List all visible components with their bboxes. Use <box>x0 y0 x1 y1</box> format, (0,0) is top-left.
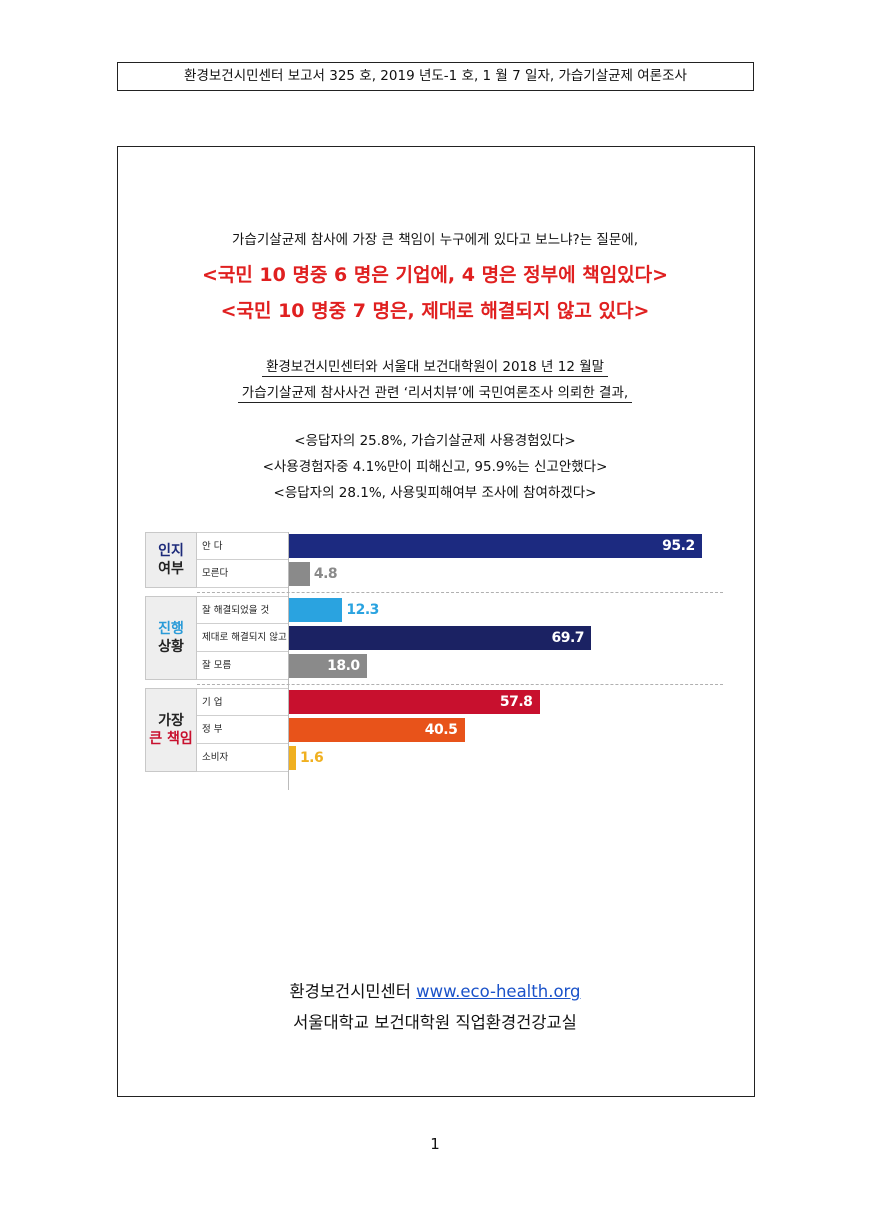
chart-axis-line <box>288 532 289 790</box>
chart-data-label: 57.8 <box>499 694 533 710</box>
chart-bar <box>289 746 296 770</box>
content-frame <box>117 146 755 1097</box>
chart-category-label: 잘 해결되었을 것 <box>197 596 288 624</box>
chart-group-title-line: 여부 <box>158 561 184 577</box>
headline-responsibility: <국민 10 명중 6 명은 기업에, 4 명은 정부에 책임있다> <box>201 264 669 286</box>
chart-group-separator <box>197 684 723 685</box>
survey-description-line-2: 가습기살균제 참사사건 관련 ‘리서치뷰’에 국민여론조사 의뢰한 결과, <box>0 381 870 403</box>
chart-group-title-line: 큰 책임 <box>149 731 193 747</box>
chart-data-label: 40.5 <box>424 722 458 738</box>
chart-category-label: 정 부 <box>197 716 288 744</box>
chart-group-title-line: 가장 <box>158 713 184 729</box>
chart-data-label: 4.8 <box>313 566 338 582</box>
intro-question: 가습기살균제 참사에 가장 큰 책임이 누구에게 있다고 보느냐?는 질문에, <box>232 232 638 248</box>
chart-bar <box>289 598 343 622</box>
chart-data-label: 95.2 <box>662 538 695 554</box>
chart-bar <box>289 562 310 586</box>
chart-bar <box>289 654 368 678</box>
footer-org: 환경보건시민센터 www.eco-health.org <box>0 978 870 1002</box>
finding-participation: <응답자의 28.1%, 사용및피해여부 조사에 참여하겠다> <box>273 485 597 501</box>
chart-data-label: 12.3 <box>346 602 379 618</box>
chart-group-title-line: 인지 <box>158 543 184 559</box>
headline-unresolved: <국민 10 명중 7 명은, 제대로 해결되지 않고 있다> <box>220 300 650 322</box>
chart-group-separator <box>197 592 723 593</box>
chart-category-label: 잘 모름 <box>197 652 288 680</box>
report-header: 환경보건시민센터 보고서 325 호, 2019 년도-1 호, 1 월 7 일… <box>117 62 754 91</box>
survey-description-line-1: 환경보건시민센터와 서울대 보건대학원이 2018 년 12 월말 <box>0 355 870 377</box>
chart-bar <box>289 718 465 742</box>
chart-bar <box>289 626 592 650</box>
finding-usage: <응답자의 25.8%, 가습기살균제 사용경험있다> <box>294 433 576 449</box>
chart-category-label: 기 업 <box>197 688 288 716</box>
survey-bar-chart: 인지 여부 안 다 95.2 모른다 4.8 진행 상황 잘 해결되었을 것 12.3 제대로 해결… <box>145 532 723 790</box>
chart-category-label: 소비자 <box>197 744 288 772</box>
chart-data-label: 69.7 <box>551 630 585 646</box>
chart-bar <box>289 690 540 714</box>
footer-url-link[interactable]: www.eco-health.org <box>416 982 581 1001</box>
chart-category-label: 제대로 해결되지 않고 있다 <box>197 624 288 652</box>
chart-category-label: 안 다 <box>197 532 288 560</box>
page-number: 1 <box>430 1135 440 1153</box>
chart-data-label: 1.6 <box>299 750 324 766</box>
chart-group-title-line: 진행 <box>158 621 184 637</box>
footer-department: 서울대학교 보건대학원 직업환경건강교실 <box>293 1013 577 1032</box>
footer-org-name: 환경보건시민센터 <box>289 982 411 1001</box>
chart-bar <box>289 534 703 558</box>
finding-report: <사용경험자중 4.1%만이 피해신고, 95.9%는 신고안했다> <box>262 459 608 475</box>
chart-category-label: 모른다 <box>197 560 288 588</box>
chart-data-label: 18.0 <box>327 658 360 674</box>
chart-group-title-line: 상황 <box>158 639 184 655</box>
